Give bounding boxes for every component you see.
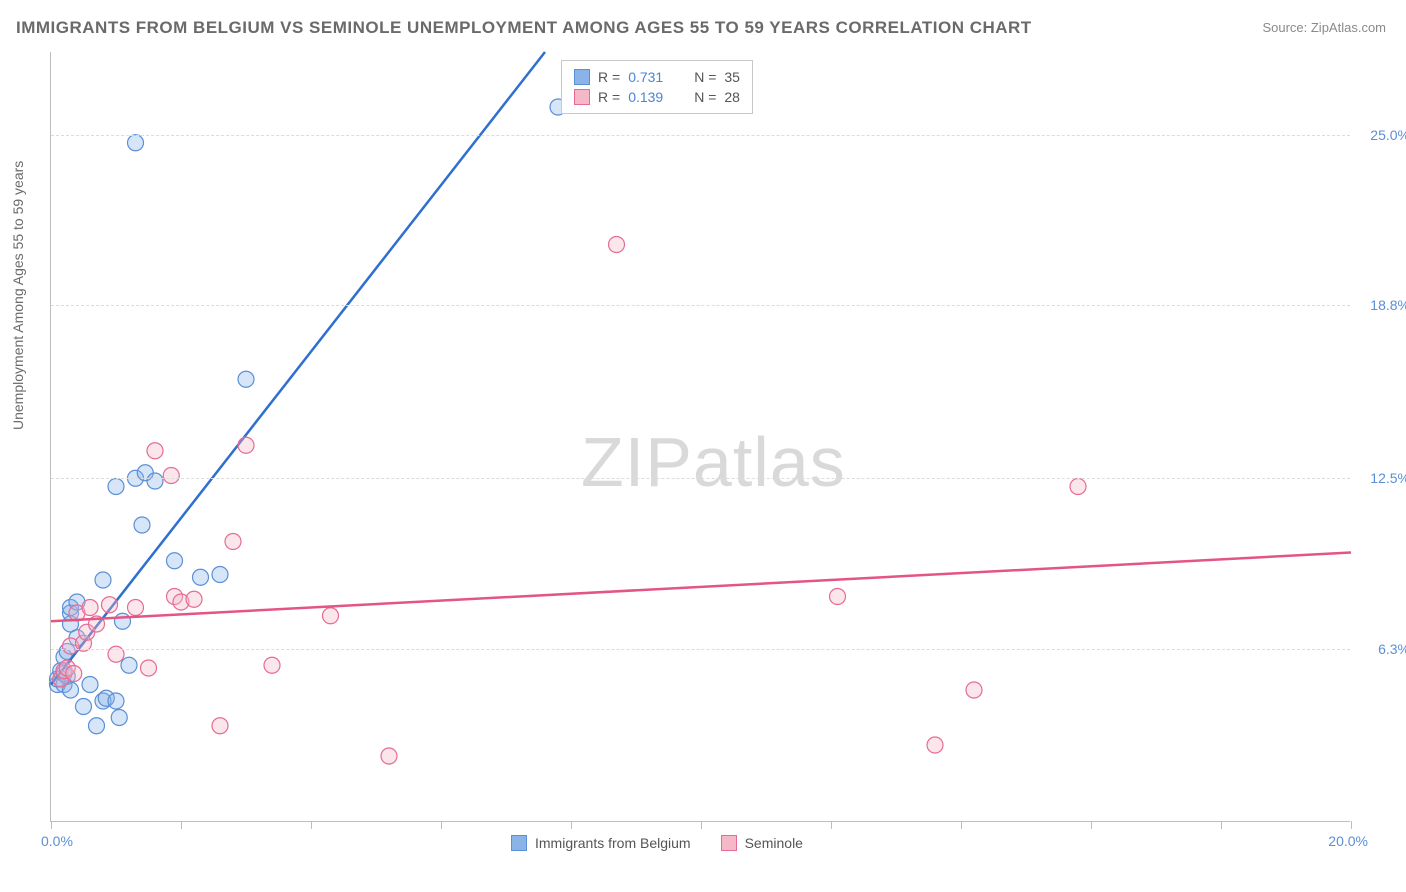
data-point [128, 135, 144, 151]
data-point [212, 718, 228, 734]
data-point [163, 468, 179, 484]
legend-series: Immigrants from Belgium Seminole [511, 835, 803, 851]
x-tick [181, 821, 182, 829]
legend-r-label: R = [598, 69, 620, 85]
gridline [51, 478, 1350, 479]
legend-r-label: R = [598, 89, 620, 105]
data-point [89, 718, 105, 734]
x-tick [51, 821, 52, 829]
legend-r-value: 0.139 [628, 89, 676, 105]
data-point [1070, 479, 1086, 495]
legend-correlation: R = 0.731 N = 35 R = 0.139 N = 28 [561, 60, 753, 114]
x-tick [1091, 821, 1092, 829]
legend-row: R = 0.731 N = 35 [574, 67, 740, 87]
x-tick [441, 821, 442, 829]
gridline [51, 305, 1350, 306]
data-point [76, 699, 92, 715]
data-point [186, 591, 202, 607]
x-tick [701, 821, 702, 829]
x-tick [831, 821, 832, 829]
gridline [51, 135, 1350, 136]
trendline [51, 553, 1351, 622]
legend-swatch [574, 69, 590, 85]
legend-swatch [721, 835, 737, 851]
data-point [264, 657, 280, 673]
x-tick [961, 821, 962, 829]
data-point [167, 553, 183, 569]
legend-swatch [511, 835, 527, 851]
x-tick [571, 821, 572, 829]
data-point [121, 657, 137, 673]
data-point [108, 479, 124, 495]
data-point [128, 600, 144, 616]
legend-r-value: 0.731 [628, 69, 676, 85]
plot-area: ZIPatlas R =0.731N =35R =0.139N =28 0.0%… [50, 52, 1350, 822]
data-point [381, 748, 397, 764]
gridline [51, 649, 1350, 650]
data-point [108, 693, 124, 709]
data-point [82, 600, 98, 616]
chart-title: IMMIGRANTS FROM BELGIUM VS SEMINOLE UNEM… [16, 18, 1032, 38]
data-point [147, 443, 163, 459]
data-point [102, 597, 118, 613]
trendline [51, 52, 545, 685]
data-point [111, 710, 127, 726]
y-axis-label: Unemployment Among Ages 55 to 59 years [10, 161, 26, 430]
legend-row: R = 0.139 N = 28 [574, 87, 740, 107]
x-axis-max-label: 20.0% [1328, 833, 1368, 849]
legend-n-label: N = [694, 89, 716, 105]
x-tick [311, 821, 312, 829]
legend-n-value: 35 [724, 69, 740, 85]
y-tick-label: 18.8% [1370, 297, 1406, 313]
legend-n-label: N = [694, 69, 716, 85]
x-axis-min-label: 0.0% [41, 833, 73, 849]
x-tick [1351, 821, 1352, 829]
y-tick-label: 25.0% [1370, 127, 1406, 143]
data-point [95, 572, 111, 588]
data-point [193, 569, 209, 585]
data-point [212, 567, 228, 583]
data-point [238, 437, 254, 453]
data-point [966, 682, 982, 698]
legend-series-item: Immigrants from Belgium [511, 835, 691, 851]
data-point [609, 237, 625, 253]
data-point [147, 473, 163, 489]
x-tick [1221, 821, 1222, 829]
data-point [927, 737, 943, 753]
data-point [238, 371, 254, 387]
source-attribution: Source: ZipAtlas.com [1262, 20, 1386, 35]
legend-series-label: Seminole [745, 835, 803, 851]
scatter-plot-svg [51, 52, 1351, 822]
data-point [830, 589, 846, 605]
legend-swatch [574, 89, 590, 105]
legend-series-item: Seminole [721, 835, 803, 851]
data-point [115, 613, 131, 629]
legend-n-value: 28 [724, 89, 740, 105]
data-point [141, 660, 157, 676]
legend-series-label: Immigrants from Belgium [535, 835, 691, 851]
data-point [225, 534, 241, 550]
data-point [82, 677, 98, 693]
data-point [323, 608, 339, 624]
data-point [66, 666, 82, 682]
y-tick-label: 12.5% [1370, 470, 1406, 486]
data-point [134, 517, 150, 533]
y-tick-label: 6.3% [1378, 641, 1406, 657]
